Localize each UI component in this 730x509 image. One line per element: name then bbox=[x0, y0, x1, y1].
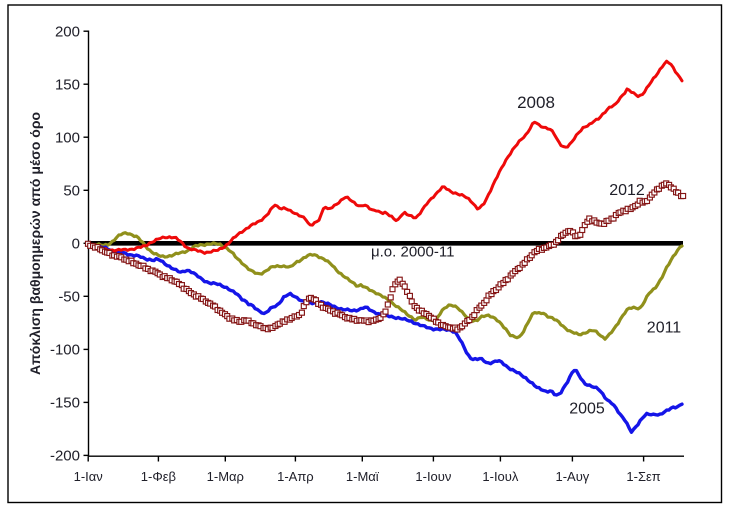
svg-text:2008: 2008 bbox=[517, 93, 555, 112]
svg-text:2012: 2012 bbox=[609, 182, 645, 199]
svg-text:0: 0 bbox=[72, 236, 80, 253]
svg-text:1-Ιουν: 1-Ιουν bbox=[415, 469, 451, 484]
svg-text:100: 100 bbox=[55, 129, 80, 146]
svg-text:1-Μαρ: 1-Μαρ bbox=[207, 469, 244, 484]
svg-text:-100: -100 bbox=[50, 342, 80, 359]
svg-text:150: 150 bbox=[55, 76, 80, 93]
svg-text:-200: -200 bbox=[50, 448, 80, 465]
svg-text:1-Μαϊ: 1-Μαϊ bbox=[346, 469, 380, 484]
svg-text:200: 200 bbox=[55, 23, 80, 40]
svg-text:1-Ιουλ: 1-Ιουλ bbox=[482, 469, 519, 484]
svg-text:2005: 2005 bbox=[569, 401, 605, 418]
svg-text:μ.ο. 2000-11: μ.ο. 2000-11 bbox=[371, 244, 454, 261]
svg-text:1-Σεπ: 1-Σεπ bbox=[626, 469, 660, 484]
svg-text:1-Φεβ: 1-Φεβ bbox=[141, 469, 176, 484]
svg-text:-150: -150 bbox=[50, 395, 80, 412]
svg-text:1-Ιαν: 1-Ιαν bbox=[74, 469, 103, 484]
svg-text:2011: 2011 bbox=[647, 320, 682, 337]
svg-text:50: 50 bbox=[63, 183, 80, 200]
svg-text:-50: -50 bbox=[58, 289, 80, 306]
svg-text:1-Αυγ: 1-Αυγ bbox=[555, 469, 589, 484]
svg-text:Απόκλιση βαθμοημερών από μέσο: Απόκλιση βαθμοημερών από μέσο όρο bbox=[27, 112, 43, 375]
svg-text:1-Απρ: 1-Απρ bbox=[277, 469, 314, 484]
